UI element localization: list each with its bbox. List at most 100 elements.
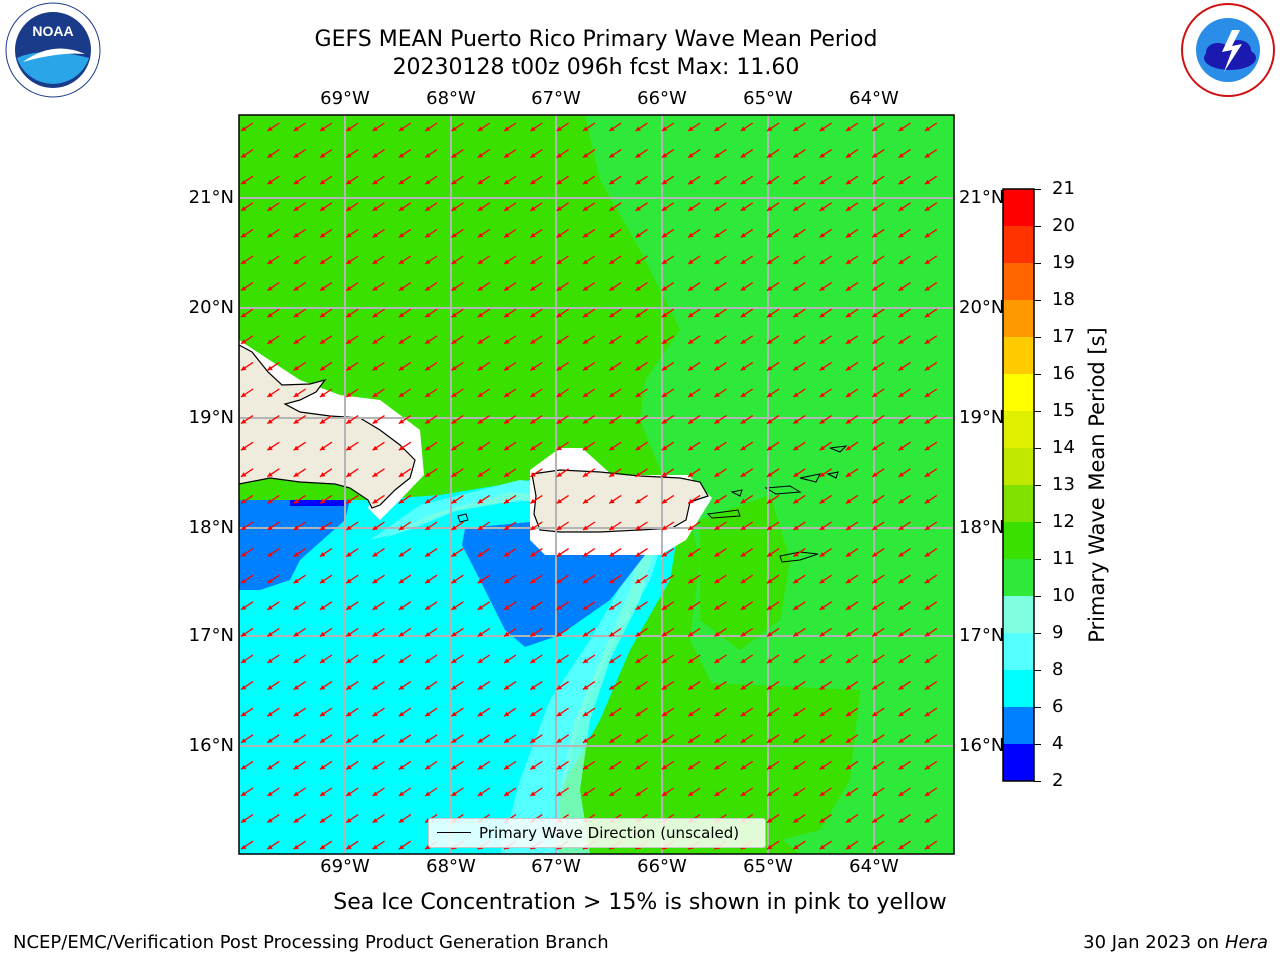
colorbar-tick-label: 20 xyxy=(1052,215,1075,236)
wave-arrow-head xyxy=(556,259,563,264)
wave-arrow-head xyxy=(872,206,878,211)
wave-arrow-head xyxy=(845,791,852,796)
wave-arrow-head xyxy=(556,339,563,344)
wave-arrow-head xyxy=(267,419,273,424)
wave-arrow-head xyxy=(319,605,326,610)
wave-arrow-head xyxy=(398,844,405,850)
wave-arrow-head xyxy=(425,286,431,291)
wave-arrow-head xyxy=(688,232,694,238)
wave-arrow-head xyxy=(793,764,799,770)
wave-arrow-head xyxy=(767,738,773,743)
wave-arrow-head xyxy=(556,631,563,637)
wave-arrow-head xyxy=(241,286,247,291)
chart-title: GEFS MEAN Puerto Rico Primary Wave Mean … xyxy=(314,27,878,52)
wave-arrow-head xyxy=(898,153,904,158)
wave-arrow-head xyxy=(661,498,668,504)
wave-arrow-head xyxy=(819,445,826,451)
footer-branch: NCEP/EMC/Verification Post Processing Pr… xyxy=(13,932,609,953)
wave-arrow-head xyxy=(872,445,878,451)
wave-arrow-head xyxy=(582,312,589,318)
wave-arrow-head xyxy=(346,498,352,504)
wave-arrow-head xyxy=(451,445,457,451)
wave-arrow-head xyxy=(477,126,484,131)
wave-arrow-head xyxy=(714,419,720,424)
wave-arrow-head xyxy=(740,525,747,530)
wave-arrow-head xyxy=(477,445,484,451)
wave-arrow-head xyxy=(740,419,747,424)
wave-arrow-head xyxy=(845,844,852,850)
wave-arrow-head xyxy=(740,339,747,344)
wave-arrow-head xyxy=(319,658,326,663)
wave-arrow-head xyxy=(793,179,799,185)
wave-arrow-head xyxy=(293,844,300,850)
wave-arrow-head xyxy=(319,498,326,504)
wave-arrow-head xyxy=(451,472,457,477)
wave-arrow-head xyxy=(793,126,799,131)
wave-arrow-head xyxy=(819,578,826,584)
wave-arrow-head xyxy=(241,738,247,743)
wave-arrow-head xyxy=(793,498,799,504)
wave-arrow-head xyxy=(346,711,352,717)
wave-arrow-head xyxy=(845,658,852,663)
wave-arrow-head xyxy=(241,498,247,504)
wave-arrow-head xyxy=(398,206,405,211)
wave-arrow-head xyxy=(425,259,431,264)
sea-ice-note: Sea Ice Concentration > 15% is shown in … xyxy=(333,890,947,915)
wave-arrow-head xyxy=(872,126,878,131)
lon-label-top-5: 64°W xyxy=(849,88,899,109)
wave-arrow-head xyxy=(924,206,931,211)
wave-arrow-head xyxy=(661,685,668,690)
wave-arrow-head xyxy=(635,631,641,637)
wave-arrow-head xyxy=(793,552,799,557)
wave-arrow-head xyxy=(530,658,536,663)
colorbar-segment xyxy=(1003,596,1034,634)
wave-arrow-head xyxy=(924,631,931,637)
wave-arrow-head xyxy=(241,631,247,637)
wave-arrow-head xyxy=(661,312,668,318)
wave-arrow-head xyxy=(898,339,904,344)
wave-arrow-head xyxy=(293,339,300,344)
wave-arrow-head xyxy=(898,578,904,584)
wave-arrow-head xyxy=(924,711,931,717)
wave-arrow-head xyxy=(398,605,405,610)
island-vieques xyxy=(706,509,741,519)
wave-arrow-head xyxy=(504,445,510,451)
wave-arrow-head xyxy=(451,498,457,504)
colorbar-tick-label: 11 xyxy=(1052,548,1075,569)
lat-label-right-0: 21°N xyxy=(959,187,1005,208)
wave-arrow-head xyxy=(582,791,589,796)
wave-arrow-head xyxy=(688,472,694,477)
wave-arrow-head xyxy=(267,498,273,504)
wave-arrow-head xyxy=(241,312,247,318)
wave-arrow-head xyxy=(372,286,378,291)
wave-arrow-head xyxy=(372,605,378,610)
wave-arrow-head xyxy=(556,392,563,397)
wave-arrow-head xyxy=(898,445,904,451)
wave-arrow-head xyxy=(372,472,378,477)
wave-arrow-head xyxy=(293,658,300,663)
wave-arrow-head xyxy=(924,312,931,318)
wave-arrow-head xyxy=(346,286,352,291)
wave-arrow-head xyxy=(688,312,694,318)
wave-arrow-head xyxy=(740,206,747,211)
wave-arrow-head xyxy=(477,286,484,291)
wave-arrow-head xyxy=(767,339,773,344)
wave-arrow-head xyxy=(635,419,641,424)
wave-arrow-head xyxy=(688,791,694,796)
wave-arrow-head xyxy=(372,658,378,663)
wave-arrow-head xyxy=(714,605,720,610)
wave-arrow-head xyxy=(425,419,431,424)
wave-arrow-head xyxy=(767,392,773,397)
wave-arrow-head xyxy=(504,498,510,504)
wave-arrow-head xyxy=(451,206,457,211)
colorbar-tick-mark xyxy=(1034,337,1041,338)
wave-arrow-head xyxy=(477,658,484,663)
wave-arrow-head xyxy=(319,365,326,371)
colorbar-tick-mark xyxy=(1034,411,1041,412)
wave-arrow-head xyxy=(582,259,589,264)
colorbar-tick-mark xyxy=(1034,707,1041,708)
wave-arrow-head xyxy=(504,153,510,158)
wave-arrow-head xyxy=(819,126,826,131)
wave-arrow-head xyxy=(293,791,300,796)
wave-arrow-head xyxy=(504,472,510,477)
